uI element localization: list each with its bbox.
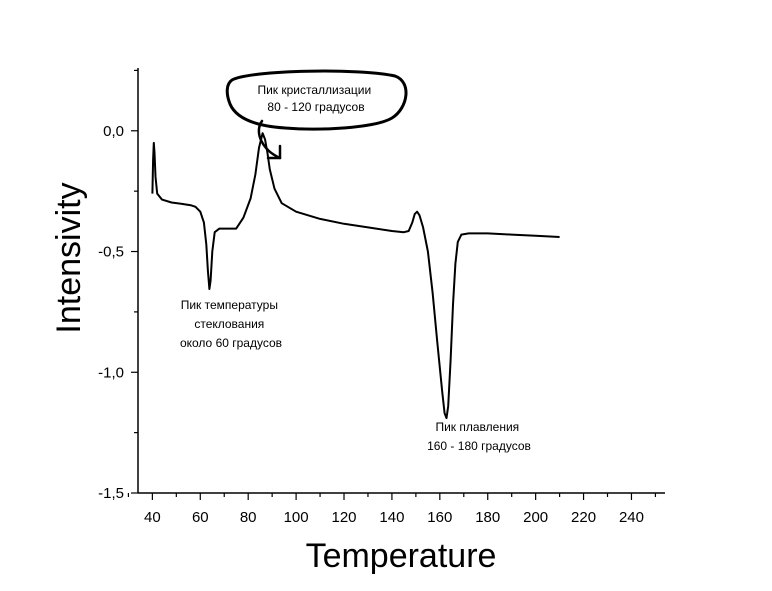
annotation-line: 160 - 180 градусов: [427, 439, 531, 453]
annotation-crystallization: Пик кристаллизации 80 - 120 градусов: [257, 83, 374, 114]
y-tick-label: -1,0: [98, 364, 124, 381]
series-line: [151, 132, 560, 420]
annotation-line: Пик кристаллизации: [257, 83, 371, 97]
annotation-line: около 60 градусов: [180, 336, 282, 350]
y-tick-label: -1,5: [98, 485, 124, 502]
x-tick-label: 60: [192, 509, 209, 526]
y-tick-label: -0,5: [98, 244, 124, 261]
x-tick-label: 80: [240, 509, 257, 526]
callout-arrow: [257, 119, 282, 160]
annotation-line: стеклования: [194, 317, 264, 331]
annotation-line: Пик температуры: [181, 298, 278, 312]
annotation-line: 80 - 120 градусов: [267, 100, 364, 114]
x-tick-label: 120: [331, 509, 356, 526]
x-tick-label: 160: [427, 509, 452, 526]
x-tick-label: 240: [619, 509, 644, 526]
annotation-line: Пик плавления: [435, 420, 519, 434]
x-tick-label: 180: [475, 509, 500, 526]
y-tick-label: 0,0: [103, 123, 124, 140]
ticks-layer: [127, 69, 657, 500]
y-axis-title: Intensivity: [50, 182, 88, 333]
crystallization-callout: Пик кристаллизации 80 - 120 градусов: [225, 69, 408, 160]
x-tick-label: 100: [284, 509, 309, 526]
x-axis-title: Temperature: [306, 537, 497, 575]
x-tick-label: 40: [144, 509, 161, 526]
x-tick-label: 220: [571, 509, 596, 526]
x-tick-label: 140: [379, 509, 404, 526]
annotation-melting: Пик плавления 160 - 180 градусов: [427, 420, 531, 453]
callout-arrow-head: [266, 144, 282, 160]
callout-bubble: [225, 69, 408, 131]
tick-labels-layer: 40 60 80 100 120 140 160 180 200 220 240 0,0 -0,5 -1,…: [98, 123, 644, 526]
x-tick-label: 200: [523, 509, 548, 526]
annotation-glass-transition: Пик температуры стеклования около 60 гра…: [180, 298, 282, 350]
